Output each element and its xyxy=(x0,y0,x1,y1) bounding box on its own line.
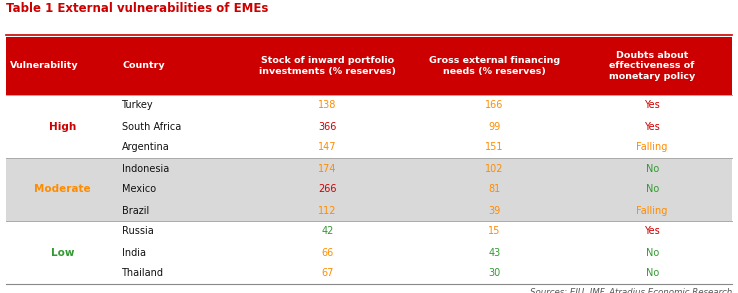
Bar xyxy=(6,37,732,95)
Text: No: No xyxy=(646,163,659,173)
Text: 166: 166 xyxy=(485,100,503,110)
Text: 147: 147 xyxy=(318,142,337,152)
Text: 138: 138 xyxy=(318,100,337,110)
Text: Gross external financing
needs (% reserves): Gross external financing needs (% reserv… xyxy=(429,56,560,76)
Text: Low: Low xyxy=(50,248,74,258)
Text: 39: 39 xyxy=(488,205,500,215)
Text: 42: 42 xyxy=(321,226,334,236)
Text: Indonesia: Indonesia xyxy=(122,163,169,173)
Bar xyxy=(6,95,732,116)
Text: Yes: Yes xyxy=(644,122,660,132)
Text: Vulnerability: Vulnerability xyxy=(10,62,79,71)
Text: Falling: Falling xyxy=(636,142,668,152)
Text: 99: 99 xyxy=(488,122,500,132)
Text: 15: 15 xyxy=(488,226,500,236)
Text: Country: Country xyxy=(123,62,165,71)
Text: 266: 266 xyxy=(318,185,337,195)
Text: High: High xyxy=(49,122,76,132)
Bar xyxy=(6,221,732,242)
Text: Mexico: Mexico xyxy=(122,185,156,195)
Bar xyxy=(6,158,732,179)
Text: Table 1 External vulnerabilities of EMEs: Table 1 External vulnerabilities of EMEs xyxy=(6,2,269,15)
Text: 366: 366 xyxy=(318,122,337,132)
Bar xyxy=(6,263,732,284)
Text: 30: 30 xyxy=(488,268,500,279)
Bar xyxy=(6,116,732,137)
Text: 67: 67 xyxy=(321,268,334,279)
Text: Sources: EIU, IMF, Atradius Economic Research: Sources: EIU, IMF, Atradius Economic Res… xyxy=(530,288,732,293)
Text: Thailand: Thailand xyxy=(122,268,164,279)
Text: 112: 112 xyxy=(318,205,337,215)
Bar xyxy=(6,242,732,263)
Text: No: No xyxy=(646,248,659,258)
Text: Stock of inward portfolio
investments (% reserves): Stock of inward portfolio investments (%… xyxy=(259,56,396,76)
Text: South Africa: South Africa xyxy=(122,122,181,132)
Text: 43: 43 xyxy=(488,248,500,258)
Bar xyxy=(6,179,732,200)
Text: 174: 174 xyxy=(318,163,337,173)
Text: No: No xyxy=(646,185,659,195)
Text: Falling: Falling xyxy=(636,205,668,215)
Text: Turkey: Turkey xyxy=(122,100,154,110)
Text: Brazil: Brazil xyxy=(122,205,149,215)
Text: Moderate: Moderate xyxy=(34,185,91,195)
Text: 151: 151 xyxy=(485,142,503,152)
Text: Russia: Russia xyxy=(122,226,154,236)
Text: Yes: Yes xyxy=(644,100,660,110)
Text: India: India xyxy=(122,248,145,258)
Text: Doubts about
effectiveness of
monetary policy: Doubts about effectiveness of monetary p… xyxy=(609,51,695,81)
Text: 81: 81 xyxy=(488,185,500,195)
Text: No: No xyxy=(646,268,659,279)
Text: 102: 102 xyxy=(485,163,503,173)
Bar xyxy=(6,137,732,158)
Text: Argentina: Argentina xyxy=(122,142,169,152)
Bar xyxy=(6,200,732,221)
Text: Yes: Yes xyxy=(644,226,660,236)
Text: 66: 66 xyxy=(321,248,334,258)
